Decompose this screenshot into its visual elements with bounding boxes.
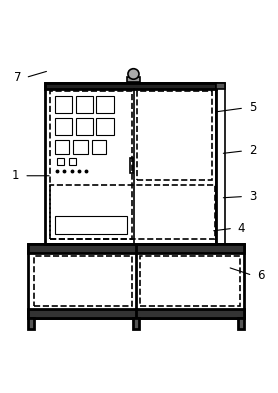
Bar (76, 118, 93, 135)
Bar (76, 96, 93, 113)
Text: 7: 7 (14, 71, 21, 84)
Bar (217, 83, 225, 244)
Text: 5: 5 (249, 101, 256, 114)
Bar (50, 91, 132, 239)
Bar (34, 256, 132, 306)
Bar (55, 140, 69, 154)
Ellipse shape (128, 69, 139, 79)
Bar (28, 318, 34, 329)
Bar (96, 118, 113, 135)
Text: 1: 1 (12, 169, 20, 182)
Bar (130, 158, 133, 173)
Bar (45, 83, 217, 89)
Bar (57, 158, 64, 165)
Bar (28, 244, 244, 318)
Bar (69, 158, 76, 165)
Bar (50, 185, 215, 239)
Bar (45, 83, 217, 244)
Text: 6: 6 (257, 269, 264, 282)
Bar (28, 244, 244, 253)
Bar (55, 96, 72, 113)
Text: 2: 2 (249, 144, 256, 157)
Text: 3: 3 (249, 190, 256, 203)
Bar (127, 77, 140, 82)
Bar (140, 256, 240, 306)
Bar (96, 96, 113, 113)
Bar (92, 140, 106, 154)
Bar (238, 318, 244, 329)
Bar (133, 318, 139, 329)
Bar (28, 309, 244, 318)
Text: 4: 4 (238, 222, 245, 235)
Bar (55, 118, 72, 135)
Bar (56, 217, 127, 233)
Bar (137, 91, 212, 180)
Bar (217, 83, 225, 89)
Bar (73, 140, 88, 154)
